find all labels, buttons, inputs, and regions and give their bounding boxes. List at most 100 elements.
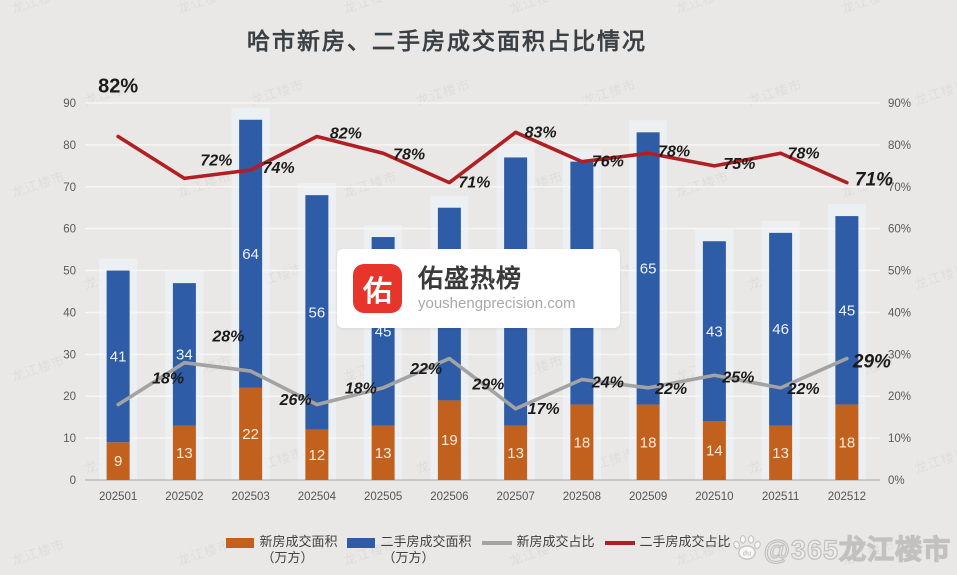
right-axis-tick-label: 90% [888, 98, 911, 110]
bar-label-secondhand-area: 43 [706, 323, 723, 340]
legend-swatch-new-share [481, 541, 512, 545]
data-label-new-share: 18% [345, 381, 377, 398]
left-axis-tick-label: 80 [63, 140, 76, 152]
bar-segment-secondhand-area [835, 216, 859, 405]
x-axis-category-label: 202506 [430, 491, 468, 503]
left-axis-tick-label: 20 [63, 391, 76, 403]
bar-segment-new-area [172, 425, 196, 480]
bar-label-new-area: 9 [114, 453, 122, 470]
x-axis-category-label: 202507 [496, 491, 534, 503]
x-axis-category-label: 202511 [762, 491, 800, 503]
line-new-share [116, 356, 849, 411]
data-label-new-share: 28% [211, 329, 244, 346]
bar-segment-new-area [106, 442, 130, 480]
data-label-new-share: 18% [152, 371, 184, 388]
legend-label-secondhand-share: 二手房成交占比 [639, 534, 731, 549]
bar-segment-new-area [636, 404, 660, 480]
data-label-secondhand-share: 82% [98, 76, 138, 98]
bar-segment-new-area [371, 425, 395, 480]
data-label-secondhand-share: 78% [393, 146, 425, 163]
legend-swatch-secondhand-share [604, 541, 635, 545]
legend-label-new-area: 新房成交面积 [259, 534, 338, 549]
bar-segment-new-area [702, 421, 726, 480]
left-axis-tick-label: 30 [63, 349, 76, 361]
legend-item-new-share: 新房成交占比 [481, 534, 595, 550]
left-axis-tick-label: 70 [63, 182, 76, 194]
watermark-card-subtitle: youshengprecision.com [418, 295, 576, 313]
left-axis-tick-label: 0 [70, 475, 76, 487]
bar-label-new-area: 18 [839, 434, 856, 451]
yousheng-logo-icon: 佑 [353, 264, 402, 313]
bar-label-new-area: 13 [375, 445, 392, 462]
bar-label-new-area: 22 [242, 426, 259, 443]
legend-label-secondhand-area: 二手房成交面积 [380, 534, 472, 549]
svg-text:du: du [742, 550, 751, 557]
bar-label-secondhand-area: 46 [772, 321, 789, 338]
right-axis-tick-label: 30% [888, 349, 911, 361]
bar-segment-new-area [769, 425, 793, 480]
data-label-secondhand-share: 76% [592, 154, 624, 171]
bar-segment-new-area [504, 425, 528, 480]
right-axis-tick-label: 40% [888, 307, 911, 319]
bar-segment-secondhand-area [636, 132, 660, 405]
data-label-secondhand-share: 78% [658, 143, 690, 160]
x-axis-category-label: 202508 [563, 491, 601, 503]
data-label-secondhand-share: 72% [200, 152, 232, 169]
data-label-secondhand-share: 74% [263, 160, 295, 177]
data-label-new-share: 24% [591, 374, 624, 391]
right-axis-tick-label: 0% [888, 475, 905, 487]
data-label-new-share: 25% [721, 369, 754, 386]
legend-label-new-share: 新房成交占比 [516, 534, 595, 549]
data-label-new-share: 26% [279, 392, 312, 409]
bar-label-new-area: 19 [441, 432, 458, 449]
data-label-secondhand-share: 82% [330, 126, 362, 143]
bar-label-new-area: 13 [507, 445, 524, 462]
right-axis-tick-label: 50% [888, 266, 911, 278]
data-label-new-share: 22% [787, 381, 820, 398]
bar-segment-new-area [305, 429, 329, 480]
bar-label-secondhand-area: 65 [640, 260, 657, 277]
bar-label-secondhand-area: 34 [176, 346, 193, 363]
bar-label-new-area: 14 [706, 443, 723, 460]
data-label-secondhand-share: 71% [458, 175, 490, 192]
x-axis-category-label: 202509 [629, 491, 667, 503]
bar-label-new-area: 18 [640, 434, 657, 451]
watermark-card: 佑 佑盛热榜 youshengprecision.com [337, 249, 620, 328]
x-axis-category-label: 202503 [231, 491, 269, 503]
legend-swatch-new-area [226, 538, 255, 548]
line-secondhand-share [116, 130, 849, 185]
bar-label-new-area: 13 [176, 445, 193, 462]
bar-label-new-area: 13 [772, 445, 789, 462]
legend-item-new-area: 新房成交面积 （万方） [226, 534, 337, 567]
baidu-paw-icon: du [732, 534, 761, 560]
right-axis-tick-label: 70% [888, 182, 911, 194]
right-axis-tick-label: 10% [888, 433, 911, 445]
data-label-new-share: 17% [528, 401, 560, 418]
data-label-new-share: 29% [471, 377, 504, 394]
chart-title: 哈市新房、二手房成交面积占比情况 [247, 29, 647, 54]
x-axis-category-label: 202510 [695, 491, 733, 503]
data-label-new-share: 22% [409, 361, 442, 378]
left-axis-tick-label: 40 [63, 307, 76, 319]
legend-label-new-area-unit: （万方） [261, 550, 314, 566]
x-axis-category-label: 202501 [99, 491, 137, 503]
bar-label-secondhand-area: 45 [839, 302, 856, 319]
yousheng-logo-glyph: 佑 [362, 275, 392, 308]
bar-label-secondhand-area: 41 [110, 348, 127, 365]
x-axis-category-label: 202512 [828, 491, 866, 503]
legend: 新房成交面积 （万方） 二手房成交面积 （万方） 新房成交占比 二手房成交占比 [0, 534, 957, 567]
legend-item-secondhand-share: 二手房成交占比 [604, 534, 731, 550]
bar-label-new-area: 18 [574, 434, 591, 451]
watermark-card-title: 佑盛热榜 [418, 264, 523, 293]
bar-label-secondhand-area: 64 [242, 246, 259, 263]
right-axis-tick-label: 60% [888, 224, 911, 236]
data-label-secondhand-share: 75% [723, 156, 755, 173]
bar-segment-secondhand-area [239, 119, 263, 388]
left-axis-tick-label: 10 [63, 433, 76, 445]
left-axis-tick-label: 50 [63, 266, 76, 278]
bar-segment-new-area [570, 404, 594, 480]
legend-label-secondhand-area-unit: （万方） [382, 550, 435, 566]
data-label-secondhand-share: 83% [525, 124, 557, 141]
